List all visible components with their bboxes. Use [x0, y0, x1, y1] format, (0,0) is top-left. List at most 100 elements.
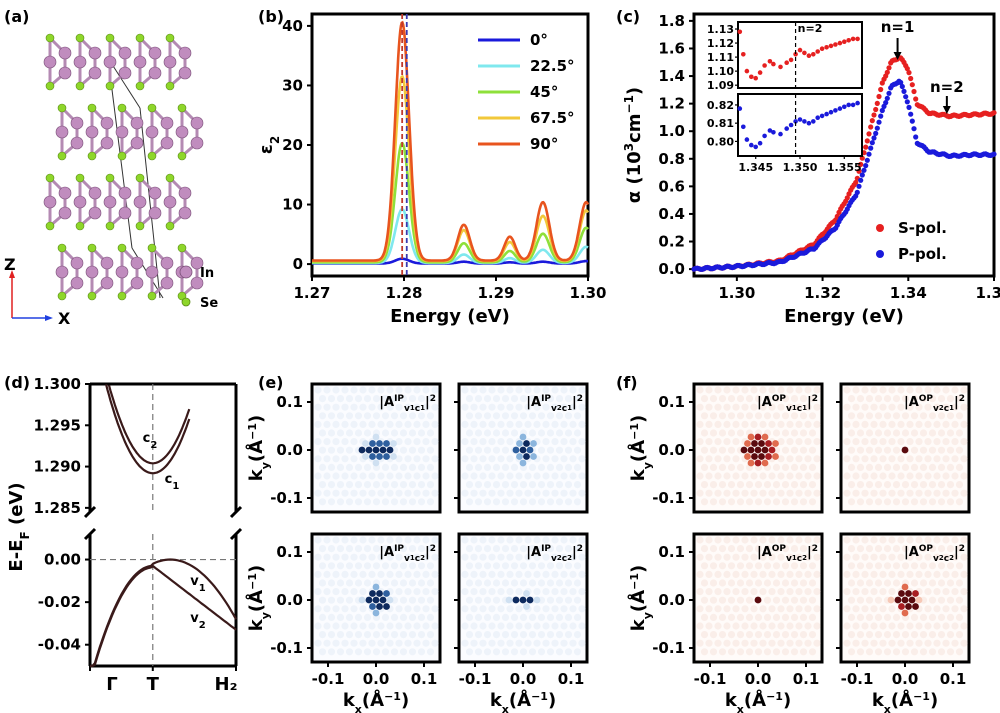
map-grid-cell: [960, 489, 968, 497]
in-atom: [43, 195, 57, 209]
map-grid-cell: [727, 429, 736, 437]
map-grid-cell: [888, 570, 896, 579]
map-cell: [512, 596, 520, 604]
map-grid-cell: [483, 446, 492, 454]
map-grid-cell: [781, 631, 790, 639]
map-grid-cell: [874, 596, 883, 604]
map-grid-cell: [723, 420, 731, 428]
chart-c-inset-point: [850, 102, 856, 108]
map-grid-cell: [852, 536, 860, 544]
map-grid-cell: [497, 472, 505, 480]
chart-c-inset-point: [806, 120, 812, 126]
se-atom: [147, 291, 157, 301]
chart-c-inset-point: [753, 144, 758, 150]
map-grid-cell: [813, 639, 821, 647]
map-grid-cell: [745, 596, 754, 604]
map-grid-cell: [709, 463, 718, 471]
in-atom: [58, 46, 72, 60]
chart-c-inset-point: [788, 122, 794, 128]
map-grid-cell: [314, 639, 322, 647]
map-grid-cell: [727, 395, 736, 403]
map-grid-cell: [519, 648, 528, 656]
map-grid-cell: [345, 648, 354, 656]
map-grid-cell: [714, 489, 722, 497]
chart-c-inset-point: [811, 119, 816, 124]
map-grid-cell: [897, 455, 905, 463]
map-grid-cell: [928, 562, 937, 570]
map-grid-cell: [573, 498, 582, 506]
map-grid-cell: [883, 498, 892, 506]
map-grid-cell: [933, 386, 941, 394]
map-grid-cell: [560, 438, 568, 446]
map-grid-cell: [578, 438, 586, 446]
map-grid-cell: [368, 472, 376, 480]
map-grid-cell: [413, 472, 421, 480]
map-grid-cell: [786, 639, 794, 647]
map-grid-cell: [772, 463, 781, 471]
map-grid-cell: [790, 498, 799, 506]
map-grid-cell: [386, 570, 394, 579]
map-grid-cell: [795, 455, 803, 463]
map-grid-cell: [465, 446, 474, 454]
map-grid-cell: [318, 498, 327, 506]
map-grid-cell: [696, 553, 704, 561]
map-grid-cell: [924, 570, 932, 579]
chart-c-point: [904, 66, 910, 72]
map-cell: [362, 440, 369, 447]
map-grid-cell: [777, 386, 785, 394]
map-cell: [372, 609, 380, 617]
in-atom: [133, 195, 147, 209]
conduction-band: [105, 384, 191, 475]
map-grid-cell: [350, 536, 358, 544]
map-grid-cell: [501, 429, 510, 437]
map-grid-cell: [924, 386, 932, 394]
chart-c-ytick-label: 0.0: [658, 260, 685, 278]
in-atom: [148, 206, 162, 220]
map-grid-cell: [345, 429, 354, 437]
chart-c-inset-point: [749, 142, 754, 148]
map-cell: [516, 453, 523, 460]
map-grid-cell: [910, 481, 919, 489]
map-grid-cell: [901, 481, 910, 489]
map-grid-cell: [399, 631, 408, 639]
map-grid-cell: [705, 622, 713, 630]
map-grid-cell: [879, 570, 887, 579]
map-grid-cell: [813, 553, 821, 561]
map-grid-cell: [808, 498, 817, 506]
map-grid-cell: [879, 438, 887, 446]
map-grid-cell: [843, 553, 851, 561]
map-grid-cell: [555, 446, 564, 454]
map-ytick-label: 0.1: [658, 393, 685, 411]
map-grid-cell: [901, 631, 910, 639]
map-grid-cell: [915, 622, 923, 630]
map-grid-cell: [560, 455, 568, 463]
map-grid-cell: [395, 438, 403, 446]
map-grid-cell: [696, 455, 704, 463]
map-grid-cell: [714, 553, 722, 561]
map-grid-cell: [404, 639, 412, 647]
map-grid-cell: [336, 631, 345, 639]
map-cell: [362, 453, 369, 460]
se-atom: [75, 33, 85, 43]
map-grid-cell: [870, 455, 878, 463]
map-grid-cell: [404, 570, 412, 579]
axis-z-label: Z: [4, 255, 16, 274]
map-grid-cell: [714, 420, 722, 428]
map-grid-cell: [555, 429, 564, 437]
map-grid-cell: [327, 631, 336, 639]
map-grid-cell: [852, 403, 860, 411]
map-grid-cell: [431, 438, 439, 446]
map-grid-cell: [795, 588, 803, 596]
map-grid-cell: [314, 536, 322, 544]
map-grid-cell: [870, 622, 878, 630]
map-cell: [901, 583, 909, 591]
map-grid-cell: [696, 420, 704, 428]
map-grid-cell: [417, 446, 426, 454]
map-grid-cell: [937, 562, 946, 570]
map-grid-cell: [888, 420, 896, 428]
map-cell: [376, 453, 383, 460]
map-grid-cell: [741, 536, 749, 544]
map-grid-cell: [874, 463, 883, 471]
map-grid-cell: [413, 455, 421, 463]
map-grid-cell: [786, 536, 794, 544]
